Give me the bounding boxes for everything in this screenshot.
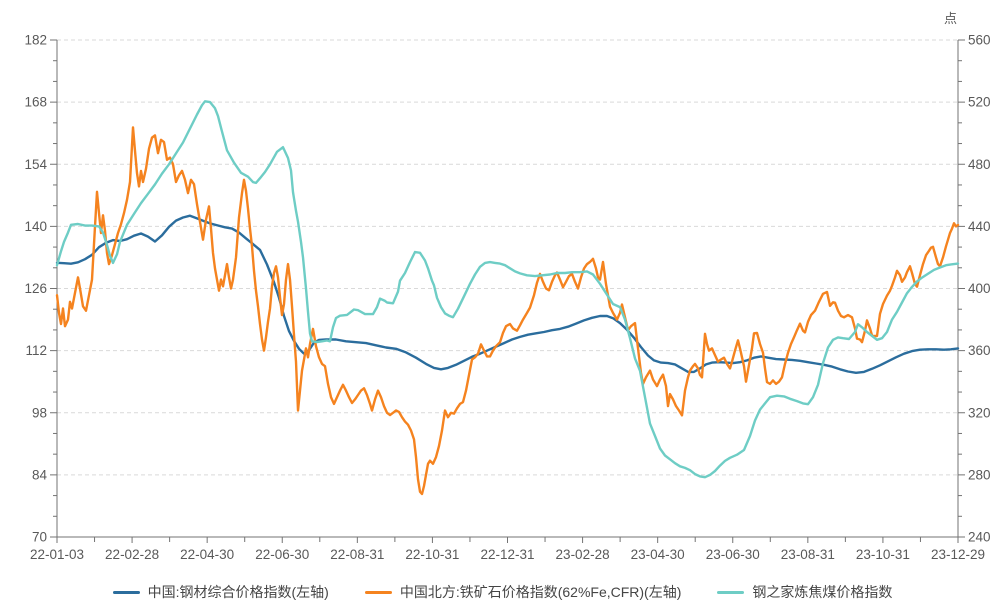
svg-text:320: 320 xyxy=(968,405,991,420)
legend-item-steel-index[interactable]: 中国:钢材综合价格指数(左轴) xyxy=(112,582,329,602)
svg-text:154: 154 xyxy=(24,157,47,172)
svg-text:23-08-31: 23-08-31 xyxy=(781,547,835,562)
svg-text:168: 168 xyxy=(24,95,47,110)
svg-text:22-08-31: 22-08-31 xyxy=(330,547,384,562)
svg-text:70: 70 xyxy=(32,530,47,545)
svg-text:98: 98 xyxy=(32,405,47,420)
legend-label-iron-ore: 中国北方:铁矿石价格指数(62%Fe,CFR)(左轴) xyxy=(399,584,682,600)
legend-item-coking-coal-index[interactable]: 钢之家炼焦煤价格指数 xyxy=(717,582,892,602)
svg-text:126: 126 xyxy=(24,281,47,296)
svg-text:23-02-28: 23-02-28 xyxy=(556,547,610,562)
svg-text:84: 84 xyxy=(32,467,48,482)
svg-text:360: 360 xyxy=(968,343,991,358)
svg-text:23-04-30: 23-04-30 xyxy=(631,547,685,562)
svg-text:280: 280 xyxy=(968,467,991,482)
svg-text:140: 140 xyxy=(24,219,47,234)
svg-text:23-06-30: 23-06-30 xyxy=(706,547,760,562)
svg-text:400: 400 xyxy=(968,281,991,296)
legend-label-coking-coal: 钢之家炼焦煤价格指数 xyxy=(752,584,893,600)
legend-item-iron-ore-index[interactable]: 中国北方:铁矿石价格指数(62%Fe,CFR)(左轴) xyxy=(364,582,682,602)
svg-text:22-02-28: 22-02-28 xyxy=(105,547,159,562)
legend-line-swatch-coking-coal xyxy=(717,590,745,594)
svg-text:22-12-31: 22-12-31 xyxy=(480,547,534,562)
svg-text:560: 560 xyxy=(968,33,991,48)
svg-text:112: 112 xyxy=(25,343,47,358)
legend: 中国:钢材综合价格指数(左轴) 中国北方:铁矿石价格指数(62%Fe,CFR)(… xyxy=(0,582,1005,602)
svg-text:22-04-30: 22-04-30 xyxy=(180,547,234,562)
svg-text:23-12-29: 23-12-29 xyxy=(931,547,985,562)
svg-text:22-01-03: 22-01-03 xyxy=(30,547,84,562)
legend-line-swatch-iron-ore xyxy=(364,590,392,594)
legend-label-steel: 中国:钢材综合价格指数(左轴) xyxy=(147,584,329,600)
svg-text:520: 520 xyxy=(968,95,991,110)
svg-text:480: 480 xyxy=(968,157,991,172)
svg-text:182: 182 xyxy=(24,33,47,48)
legend-line-swatch-steel xyxy=(112,590,140,594)
svg-text:23-10-31: 23-10-31 xyxy=(856,547,910,562)
svg-text:22-06-30: 22-06-30 xyxy=(255,547,309,562)
svg-text:240: 240 xyxy=(968,530,991,545)
right-axis-unit-label: 点 xyxy=(943,11,957,26)
svg-text:440: 440 xyxy=(968,219,991,234)
svg-text:22-10-31: 22-10-31 xyxy=(405,547,459,562)
